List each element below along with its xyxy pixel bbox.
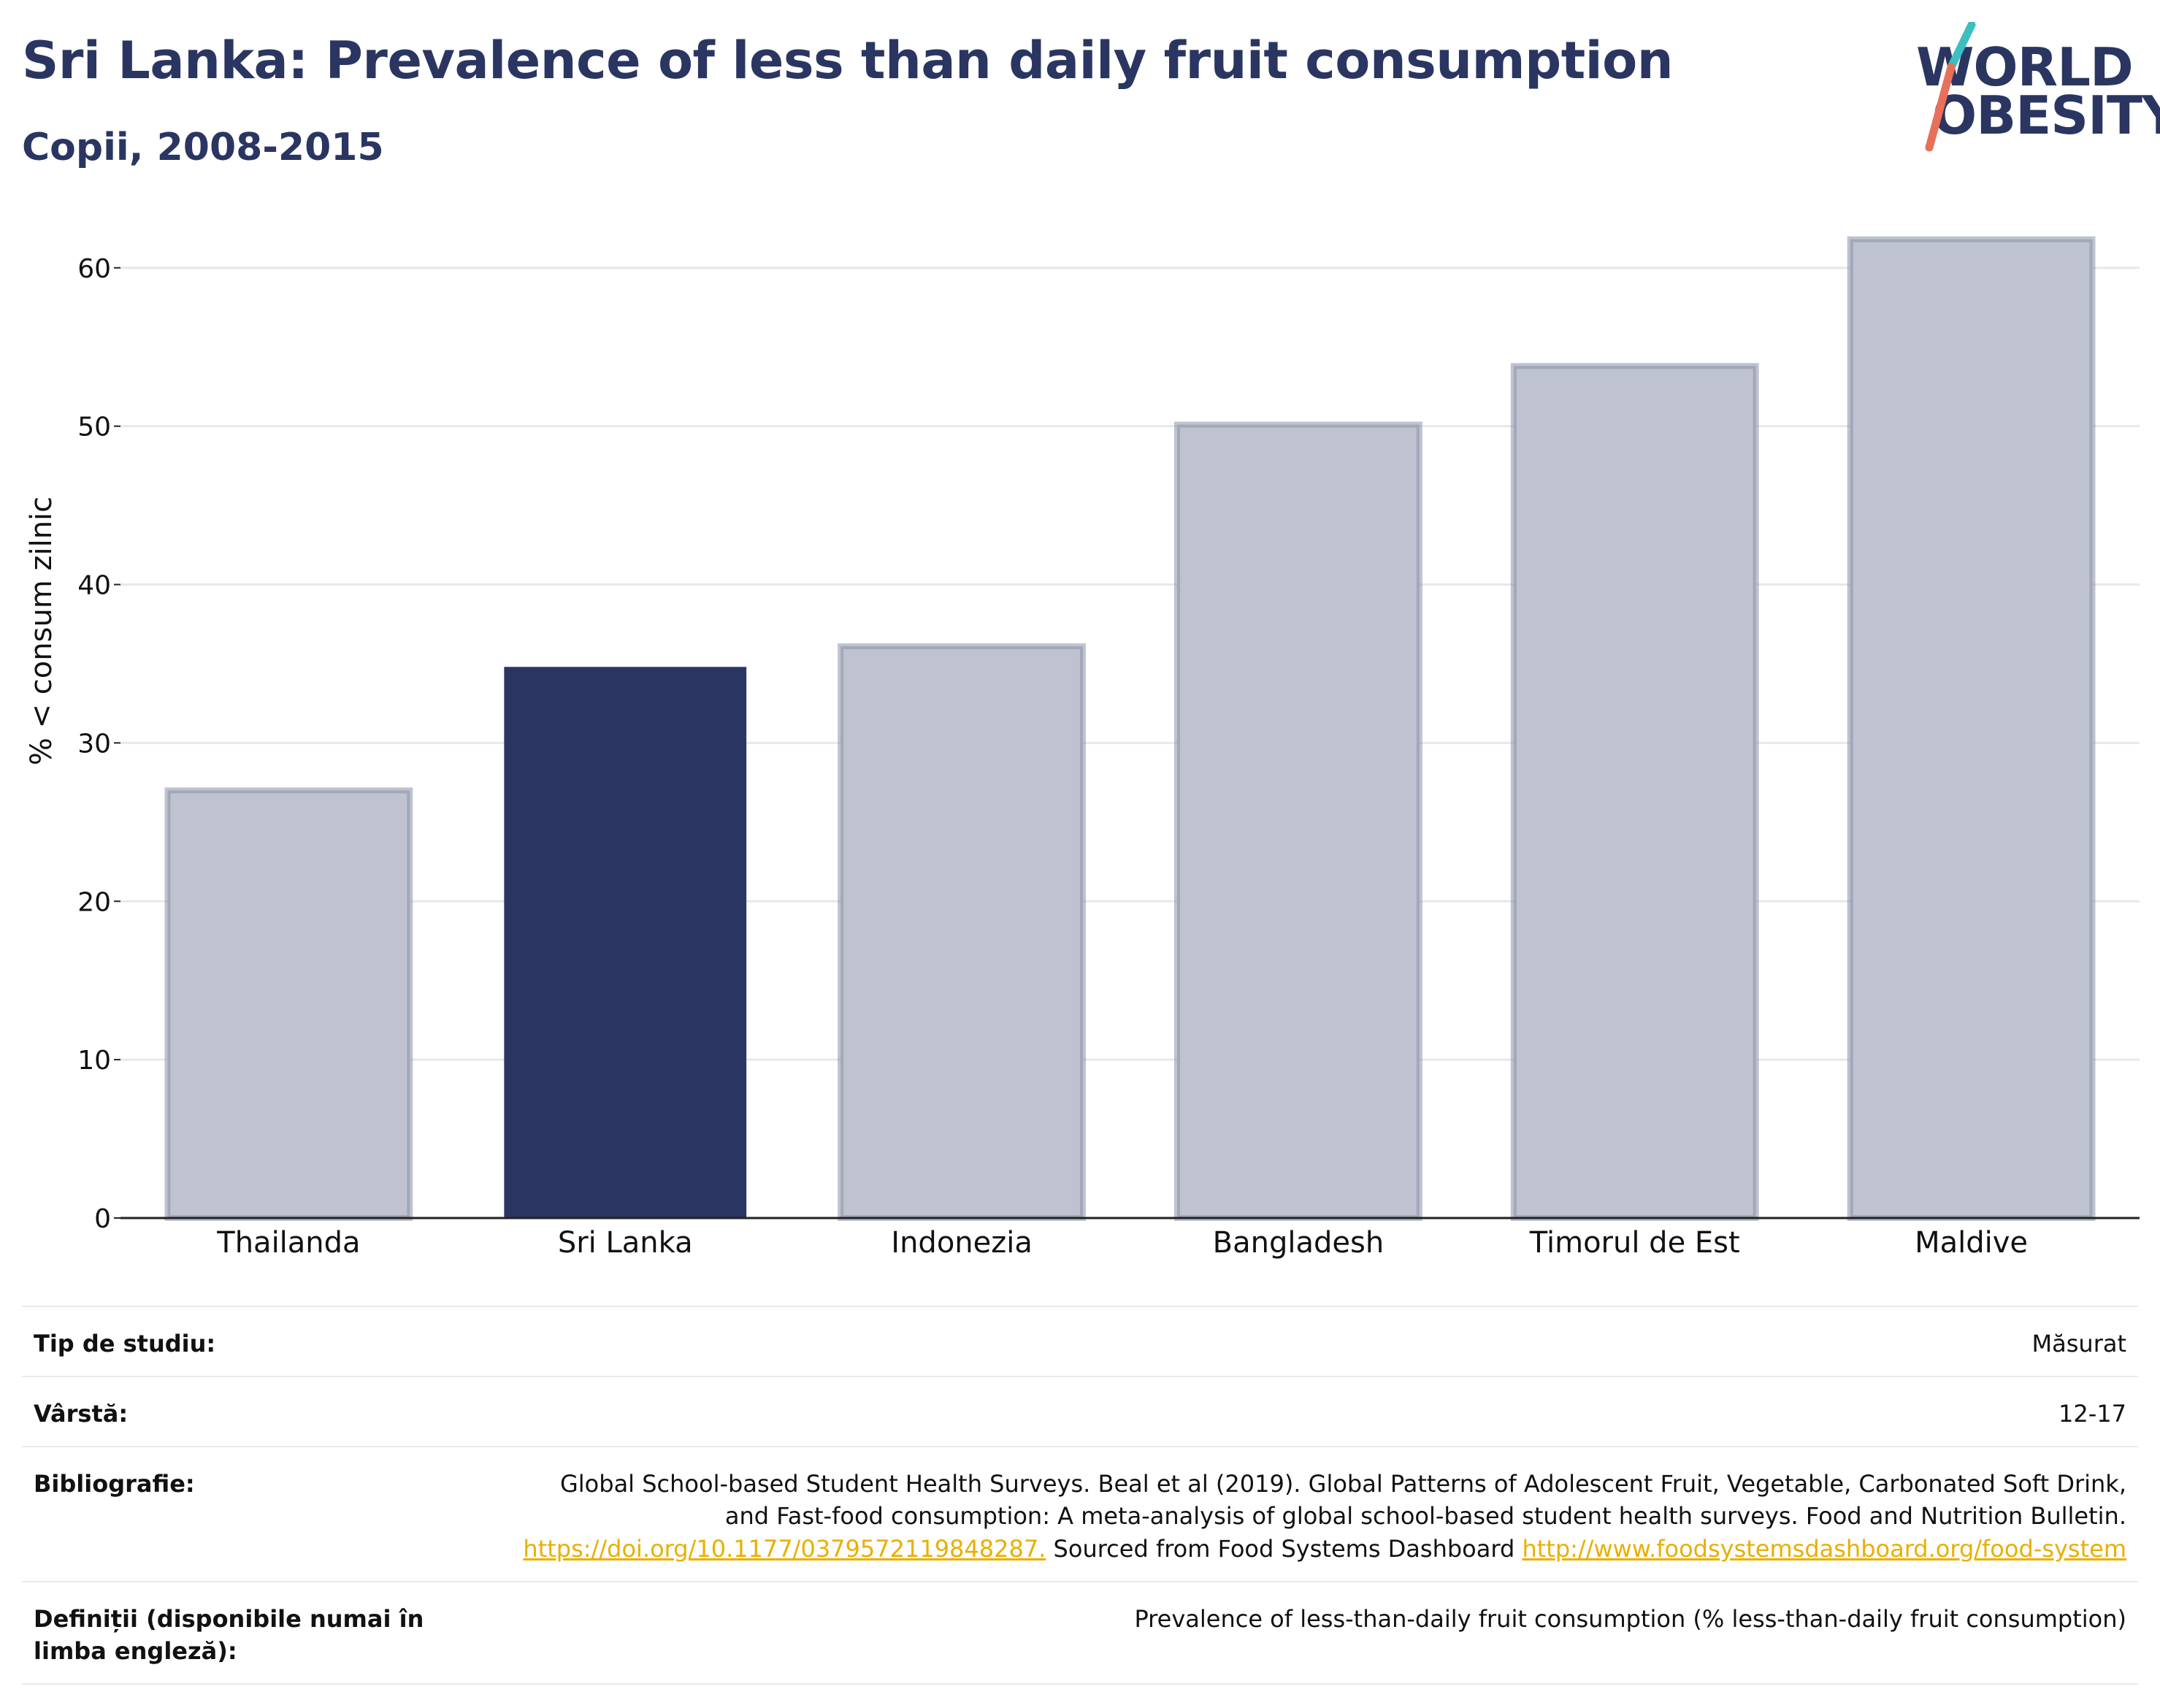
x-tick-label: Bangladesh xyxy=(1213,1226,1385,1260)
x-tick-label: Thailanda xyxy=(216,1226,360,1260)
meta-row-age: Vârstă: 12-17 xyxy=(22,1376,2138,1446)
x-tick-label: Timorul de Est xyxy=(1529,1226,1740,1260)
bar-maldive[interactable] xyxy=(1847,236,2096,1221)
bar-thailanda[interactable] xyxy=(164,787,413,1221)
chart-subtitle: Copii, 2008-2015 xyxy=(22,126,384,169)
bar-timorul-de-est[interactable] xyxy=(1510,363,1759,1221)
bibliography-label: Bibliografie: xyxy=(34,1470,195,1498)
y-tick-label: 20 xyxy=(77,887,111,917)
x-tick-label: Sri Lanka xyxy=(558,1226,693,1260)
age-label: Vârstă: xyxy=(34,1400,129,1428)
bar-indonezia[interactable] xyxy=(838,643,1086,1221)
bibliography-text: Global School-based Student Health Surve… xyxy=(559,1470,2126,1531)
meta-row-study-type: Tip de studiu: Măsurat xyxy=(22,1306,2138,1376)
meta-row-bibliography: Bibliografie: Global School-based Studen… xyxy=(22,1446,2138,1580)
bar-sri-lanka[interactable] xyxy=(504,667,747,1218)
y-tick-label: 50 xyxy=(77,413,111,443)
y-tick-label: 60 xyxy=(77,254,111,284)
definitions-value: Prevalence of less-than-daily fruit cons… xyxy=(1134,1604,2126,1633)
grid-lines xyxy=(120,267,2140,1061)
y-axis-label: % < consum zilnic xyxy=(25,497,58,765)
chart-title: Sri Lanka: Prevalence of less than daily… xyxy=(22,31,1674,91)
age-value: 12-17 xyxy=(2058,1400,2126,1428)
metadata-table: Tip de studiu: Măsurat Vârstă: 12-17 Bib… xyxy=(22,1306,2138,1685)
bar-chart: 0 10 20 30 40 50 60 Thailanda Sri Lanka Indonezi… xyxy=(25,236,2140,1260)
study-type-value: Măsurat xyxy=(2031,1330,2126,1357)
y-tick-label: 10 xyxy=(77,1046,111,1076)
meta-row-definitions: Definiții (disponibile numai în limba en… xyxy=(22,1580,2138,1685)
study-type-label: Tip de studiu: xyxy=(34,1330,216,1357)
definitions-label: Definiții (disponibile numai în limba en… xyxy=(34,1604,424,1665)
doi-link[interactable]: https://doi.org/10.1177/0379572119848287… xyxy=(523,1534,1046,1563)
y-tick-label: 40 xyxy=(77,571,111,601)
x-axis-ticks: Thailanda Sri Lanka Indonezia Bangladesh Tim… xyxy=(216,1226,2028,1260)
bar-bangladesh[interactable] xyxy=(1174,421,1422,1221)
x-tick-label: Indonezia xyxy=(891,1226,1033,1260)
logo-word-obesity: OBESITY xyxy=(1932,85,2160,146)
food-systems-dashboard-link[interactable]: http://www.foodsystemsdashboard.org/food… xyxy=(1522,1534,2126,1563)
world-obesity-logo[interactable]: WORLD OBESITY xyxy=(1899,22,2160,153)
logo-slash-icon xyxy=(1925,22,1976,152)
bars xyxy=(164,236,2096,1221)
x-tick-label: Maldive xyxy=(1915,1226,2028,1260)
y-tick-label: 0 xyxy=(94,1204,111,1234)
y-tick-label: 30 xyxy=(77,729,111,759)
bibliography-source-text: Sourced from Food Systems Dashboard xyxy=(1053,1534,1515,1563)
bibliography-value: Global School-based Student Health Surve… xyxy=(486,1468,2126,1564)
y-axis-ticks: 0 10 20 30 40 50 60 xyxy=(77,254,120,1234)
